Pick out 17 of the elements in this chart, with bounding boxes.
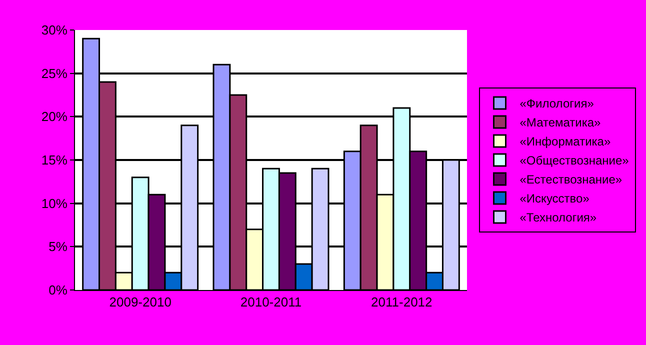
y-tick-label: 20% [41, 109, 68, 124]
x-tick-label: 2011-2012 [371, 294, 432, 310]
legend-label: «Информатика» [520, 134, 611, 149]
y-tick-label: 25% [41, 66, 68, 81]
legend-label: «Филология» [520, 96, 594, 111]
y-tick-label: 10% [41, 196, 68, 211]
legend-label: «Технология» [520, 210, 597, 225]
y-tick-label: 15% [41, 152, 68, 168]
y-tick-label: 30% [41, 22, 68, 38]
y-tick-label: 5% [48, 239, 68, 254]
x-tick-label: 2009-2010 [109, 294, 172, 310]
y-tick-label: 0% [48, 282, 68, 298]
legend-label: «Математика» [520, 116, 602, 130]
legend-label: «Естествознание» [520, 172, 622, 187]
legend-label: «Искусство» [520, 192, 590, 206]
legend-label: «Обществознание» [520, 154, 630, 168]
x-tick-label: 2010-2011 [240, 294, 302, 310]
